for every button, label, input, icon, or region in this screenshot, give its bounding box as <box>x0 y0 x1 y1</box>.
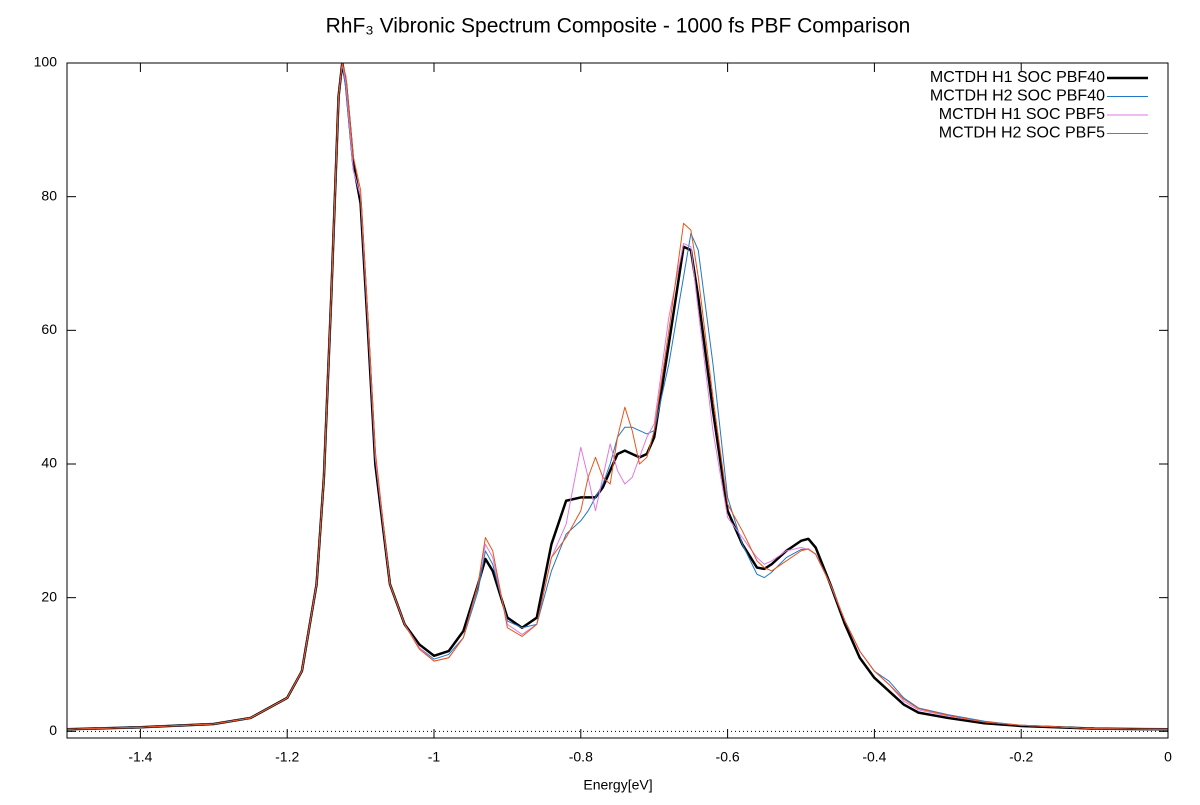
x-tick-label: -1.2 <box>275 749 299 765</box>
legend-label: MCTDH H2 SOC PBF40 <box>930 88 1105 105</box>
x-tick-label: 0 <box>1164 749 1172 765</box>
y-tick-label: 80 <box>41 187 57 203</box>
y-tick-label: 0 <box>49 722 57 738</box>
series-line <box>67 63 1168 730</box>
legend-label: MCTDH H1 SOC PBF5 <box>939 106 1105 123</box>
y-tick-label: 60 <box>41 321 57 337</box>
legend-label: MCTDH H2 SOC PBF5 <box>939 125 1105 142</box>
series-line <box>67 63 1168 730</box>
series-line <box>67 63 1168 731</box>
y-tick-label: 100 <box>34 54 58 70</box>
y-tick-label: 40 <box>41 455 57 471</box>
x-tick-label: -0.8 <box>569 749 593 765</box>
chart-title: RhF₃ Vibronic Spectrum Composite - 1000 … <box>326 15 911 38</box>
x-tick-label: -0.6 <box>716 749 740 765</box>
x-tick-label: -0.4 <box>862 749 886 765</box>
x-axis-label: Energy[eV] <box>583 777 652 793</box>
series-line <box>67 63 1168 730</box>
x-tick-label: -1 <box>428 749 441 765</box>
x-tick-label: -1.4 <box>128 749 152 765</box>
plot-frame <box>66 62 1169 739</box>
legend-label: MCTDH H1 SOC PBF40 <box>930 69 1105 86</box>
x-tick-label: -0.2 <box>1009 749 1033 765</box>
y-tick-label: 20 <box>41 588 57 604</box>
